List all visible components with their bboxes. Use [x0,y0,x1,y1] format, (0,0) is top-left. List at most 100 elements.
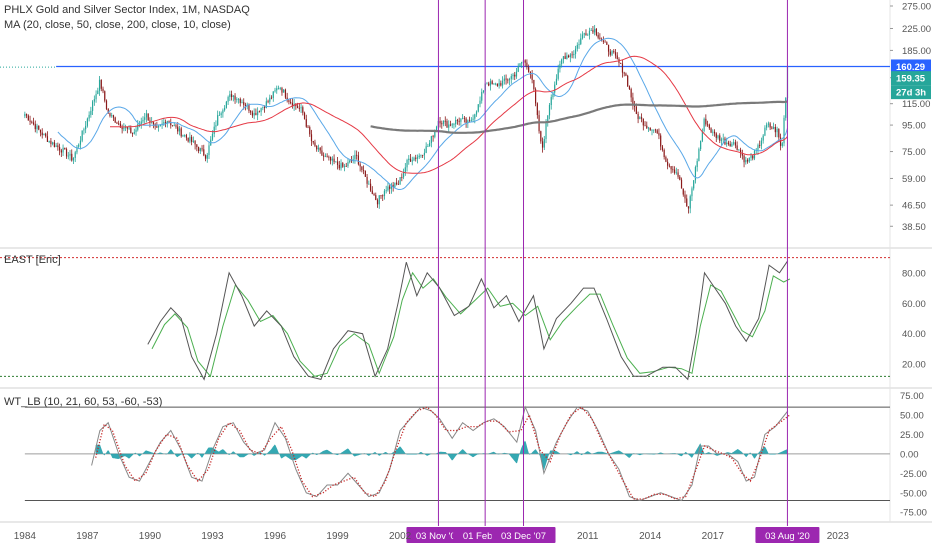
candle-body [578,44,580,46]
x-tick-label: 2014 [639,531,662,542]
east-y-tick-label: 40.00 [902,329,926,340]
wt1-line [91,405,789,502]
candle-body [352,159,354,161]
candle-body [703,118,705,132]
candle-body [164,122,167,124]
candle-body [296,106,299,108]
candle-body [72,157,75,161]
candle-body [460,118,462,122]
candle-body [390,184,393,189]
candle-body [263,106,266,108]
candle-body [561,59,563,64]
candle-body [510,76,512,79]
candle-body [528,67,530,73]
candle-body [408,158,410,161]
candle-body [736,145,738,150]
candle-body [488,83,490,86]
candle-body [489,81,492,86]
date-marker-tag [491,527,556,543]
candle-body [694,167,697,181]
candle-body [635,106,637,114]
candle-body [481,92,483,101]
candle-body [270,97,273,99]
candle-body [237,98,240,100]
candle-body [88,114,90,119]
candle-body [640,117,643,119]
candle-body [599,37,601,39]
candle-body [359,164,361,167]
wt-y-tick-label: 0.00 [900,449,919,460]
candle-body [472,118,474,120]
candle-body [430,136,432,144]
candle-body [102,88,104,92]
candle-body [463,117,465,119]
candle-body [752,155,754,159]
candle-body [427,146,429,148]
candle-body [524,60,526,63]
candle-body [366,176,368,184]
date-marker-label: 01 Feb '06 [463,531,508,542]
candle-body [444,120,446,122]
candle-body [354,154,356,160]
candle-body [126,127,128,129]
candle-body [739,149,742,154]
candle-body [53,142,55,147]
candle-body [660,135,662,147]
candle-body [159,124,161,126]
candle-body [700,140,702,150]
candle-body [467,120,469,124]
candle-body [746,160,749,162]
price-y-tick-label: 115.00 [902,99,930,110]
candle-body [779,137,782,146]
candle-body [416,157,419,159]
candle-body [773,126,775,129]
candle-body [451,124,453,126]
candle-body [696,161,698,168]
candle-body [184,135,186,137]
candle-body [632,97,634,105]
candle-body [491,81,493,85]
candle-body [706,124,709,126]
candle-body [112,115,115,118]
candle-body [468,120,471,122]
candle-body [512,74,514,77]
candle-body [279,88,281,89]
candle-body [331,158,333,161]
candle-body [140,121,142,125]
candle-body [620,63,622,64]
candle-body [267,101,269,103]
candle-body [86,118,88,126]
candle-body [52,142,54,145]
candle-body [399,177,401,185]
candle-body [573,53,575,56]
candle-body [609,51,611,55]
candle-body [533,79,535,90]
candle-body [171,125,174,127]
candle-body [550,97,552,106]
candle-body [50,140,52,145]
candle-body [121,127,123,130]
candle-body [215,125,217,127]
candle-body [748,157,750,162]
candle-body [378,195,380,205]
candle-body [687,206,690,209]
candle-body [673,169,676,173]
candle-body [536,103,538,116]
candle-body [571,54,573,56]
candle-body [503,78,505,81]
candle-body [441,123,443,125]
price-y-tick-label: 95.00 [902,121,926,132]
x-tick-label: 2017 [702,531,725,542]
candle-body [71,153,73,161]
candle-body [43,133,45,136]
candle-body [733,142,735,144]
candle-body [204,155,207,159]
candle-body [547,115,549,123]
x-tick-label: 2023 [827,531,850,542]
candle-body [178,128,181,132]
candle-body [686,198,688,207]
candle-body [653,129,655,131]
candle-body [168,121,170,123]
candle-body [663,149,665,158]
